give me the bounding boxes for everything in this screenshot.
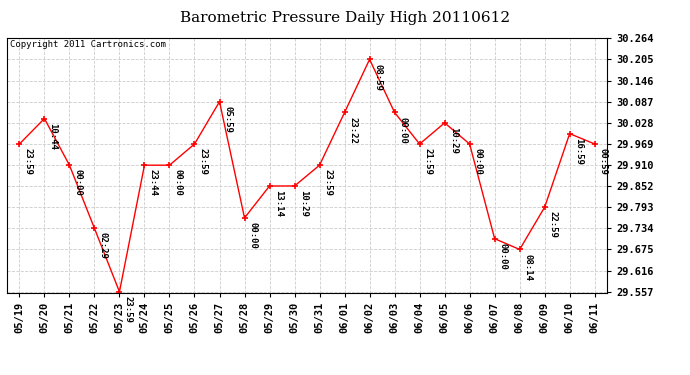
Text: 02:29: 02:29: [99, 232, 108, 260]
Text: 08:59: 08:59: [374, 63, 383, 90]
Text: 05:59: 05:59: [224, 106, 233, 133]
Text: Copyright 2011 Cartronics.com: Copyright 2011 Cartronics.com: [10, 40, 166, 49]
Text: 21:59: 21:59: [424, 148, 433, 175]
Text: 00:59: 00:59: [599, 148, 608, 175]
Text: 10:29: 10:29: [299, 190, 308, 217]
Text: 00:00: 00:00: [399, 117, 408, 144]
Text: 23:22: 23:22: [348, 117, 357, 144]
Text: 23:59: 23:59: [199, 148, 208, 175]
Text: 23:59: 23:59: [124, 296, 132, 323]
Text: Barometric Pressure Daily High 20110612: Barometric Pressure Daily High 20110612: [180, 11, 510, 25]
Text: 16:59: 16:59: [574, 138, 583, 165]
Text: 10:29: 10:29: [448, 127, 457, 154]
Text: 23:59: 23:59: [23, 148, 32, 175]
Text: 00:00: 00:00: [499, 243, 508, 270]
Text: 13:14: 13:14: [274, 190, 283, 217]
Text: 22:59: 22:59: [549, 211, 558, 238]
Text: 00:00: 00:00: [74, 170, 83, 196]
Text: 23:44: 23:44: [148, 170, 157, 196]
Text: 00:00: 00:00: [474, 148, 483, 175]
Text: 00:00: 00:00: [248, 222, 257, 249]
Text: 08:14: 08:14: [524, 254, 533, 280]
Text: 23:59: 23:59: [324, 170, 333, 196]
Text: 10:44: 10:44: [48, 123, 57, 150]
Text: 00:00: 00:00: [174, 170, 183, 196]
